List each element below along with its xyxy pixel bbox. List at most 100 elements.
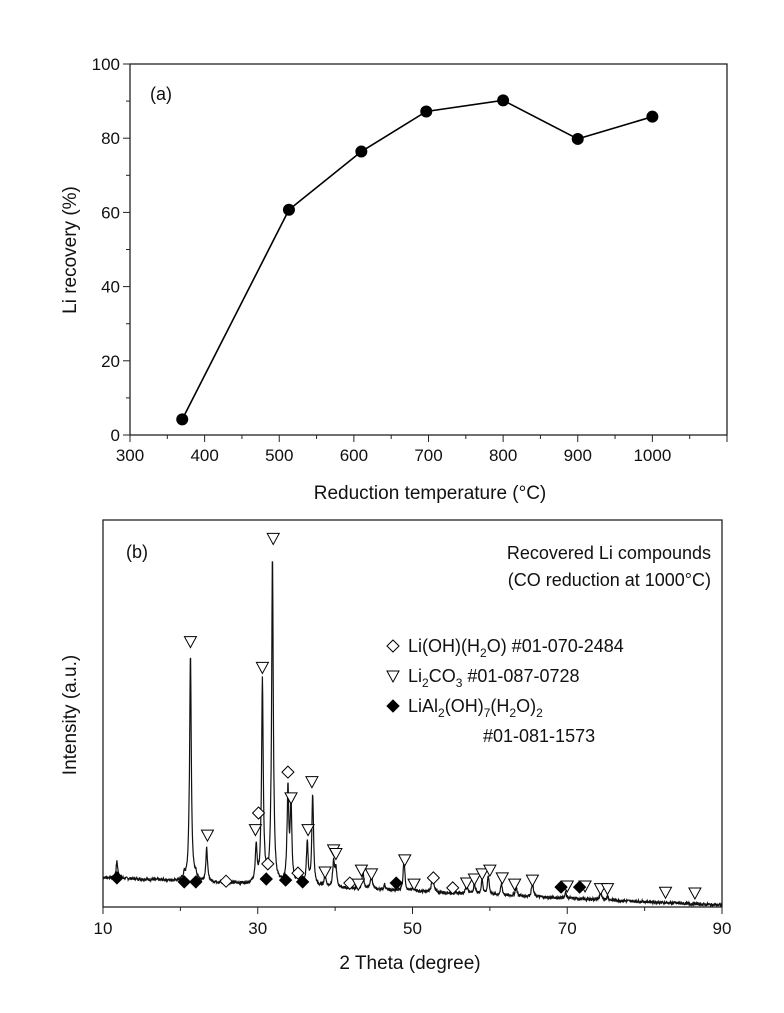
y-tick-label: 100: [92, 55, 120, 74]
xrd-pattern: [102, 561, 723, 908]
open-triangle-down-marker: [688, 887, 702, 901]
open-triangle-down-marker: [397, 854, 412, 867]
subscript: 3: [456, 676, 463, 690]
y-tick-label: 20: [101, 352, 120, 371]
open-triangle-down-marker: [364, 868, 379, 881]
panel-b: 10 30 50 70 90 2 Theta (degree) Intensity (a.u…: [60, 519, 732, 974]
open-diamond-marker: [426, 871, 441, 885]
data-point: [282, 203, 295, 216]
y-tick-label: 80: [101, 129, 120, 148]
open-triangle-down-marker: [318, 866, 332, 880]
legend-text: CO: [429, 666, 456, 686]
legend-text: #01-087-0728: [462, 666, 579, 686]
filled-diamond-marker: [278, 873, 293, 887]
x-tick-label: 50: [403, 919, 422, 938]
data-point: [420, 105, 433, 118]
filled-diamond-marker: [572, 880, 587, 894]
y-tick-label: 60: [101, 203, 120, 222]
open-triangle-down-marker: [183, 636, 198, 649]
legend-item: Li(OH)(H2O) #01-070-2484: [386, 636, 624, 660]
subscript: 7: [484, 706, 491, 720]
panel-a: 0 20 40 60 80 100 300 400 500 600 700 800 900 1000 Red…: [60, 55, 728, 504]
data-point: [176, 413, 189, 426]
x-tick-label: 70: [558, 919, 577, 938]
open-triangle-down-marker: [483, 864, 497, 878]
x-tick-label: 400: [190, 446, 218, 465]
filled-diamond-marker: [110, 871, 124, 885]
subscript: 2: [438, 706, 445, 720]
plot-frame: [129, 63, 728, 436]
open-diamond-marker: [251, 806, 266, 820]
x-tick-label: 300: [116, 446, 144, 465]
open-triangle-down-legend-icon: [386, 670, 400, 684]
filled-diamond-marker: [389, 876, 403, 890]
filled-diamond-marker: [177, 875, 191, 889]
data-point: [571, 132, 584, 145]
open-diamond-marker: [446, 881, 460, 895]
y-tick-label: 0: [111, 426, 120, 445]
open-triangle-down-marker: [329, 848, 343, 861]
legend-text: O): [516, 696, 536, 716]
filled-diamond-marker: [189, 875, 203, 889]
x-axis-label: Reduction temperature (°C): [314, 483, 547, 504]
open-triangle-down-marker: [658, 886, 673, 900]
open-diamond-marker: [261, 857, 275, 871]
open-triangle-down-marker: [467, 873, 482, 887]
panel-label: (b): [126, 542, 148, 562]
open-triangle-down-marker: [248, 824, 263, 837]
data-point: [497, 94, 510, 107]
data-point: [646, 110, 659, 123]
x-tick-label: 90: [713, 919, 732, 938]
y-axis-label: Intensity (a.u.): [60, 655, 81, 775]
filled-diamond-legend-icon: [386, 699, 400, 713]
x-tick-label: 30: [248, 919, 267, 938]
subscript: 2: [422, 676, 429, 690]
open-triangle-down-marker: [266, 532, 281, 546]
open-triangle-down-marker: [301, 824, 315, 837]
legend-text: (OH): [445, 696, 484, 716]
filled-diamond-marker: [295, 875, 310, 889]
legend-label-line2: #01-081-1573: [483, 726, 595, 746]
open-diamond-marker: [219, 874, 233, 888]
annotation-title: Recovered Li compounds: [507, 543, 711, 563]
open-triangle-down-marker: [407, 878, 421, 892]
legend-text: O) #01-070-2484: [487, 636, 624, 656]
x-tick-label: 900: [564, 446, 592, 465]
y-tick-label: 40: [101, 278, 120, 297]
subscript: 2: [536, 706, 543, 720]
open-diamond-marker: [281, 765, 295, 779]
x-axis-label: 2 Theta (degree): [339, 953, 480, 974]
open-triangle-down-marker: [525, 874, 540, 888]
open-triangle-down-marker: [305, 776, 319, 789]
panel-label: (a): [150, 84, 172, 104]
legend-text: Li(OH)(H: [408, 636, 480, 656]
series-line: [181, 99, 653, 420]
open-triangle-down-marker: [354, 864, 369, 878]
x-tick-label: 1000: [633, 446, 671, 465]
x-tick-label: 10: [94, 919, 113, 938]
legend-text: LiAl: [408, 696, 438, 716]
open-triangle-down-marker: [475, 868, 489, 881]
open-triangle-down-marker: [351, 878, 366, 892]
x-tick-label: 700: [414, 446, 442, 465]
open-triangle-down-marker: [200, 829, 215, 843]
open-triangle-down-marker: [495, 872, 510, 885]
annotation-title: (CO reduction at 1000°C): [508, 570, 711, 590]
open-triangle-down-marker: [600, 883, 615, 896]
legend-label: Li2CO3 #01-087-0728: [408, 666, 580, 690]
legend-label: LiAl2(OH)7(H2O)2: [408, 696, 543, 720]
open-triangle-down-marker: [507, 878, 522, 892]
subscript: 2: [509, 706, 516, 720]
data-point: [355, 145, 368, 158]
legend-item: LiAl2(OH)7(H2O)2#01-081-1573: [386, 696, 595, 746]
y-axis-label: Li recovery (%): [60, 186, 81, 314]
legend-item: Li2CO3 #01-087-0728: [386, 666, 580, 690]
legend-text: (H: [490, 696, 509, 716]
legend-text: Li: [408, 666, 422, 686]
subscript: 2: [480, 646, 487, 660]
filled-diamond-marker: [259, 872, 273, 886]
filled-diamond-marker: [554, 880, 568, 894]
x-tick-label: 600: [340, 446, 368, 465]
